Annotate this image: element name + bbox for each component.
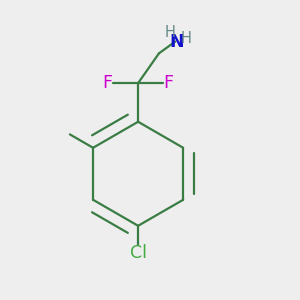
Text: H: H (181, 31, 192, 46)
Text: N: N (169, 32, 184, 50)
Text: Cl: Cl (130, 244, 147, 262)
Text: F: F (164, 74, 174, 92)
Text: H: H (164, 25, 175, 40)
Text: F: F (103, 74, 112, 92)
